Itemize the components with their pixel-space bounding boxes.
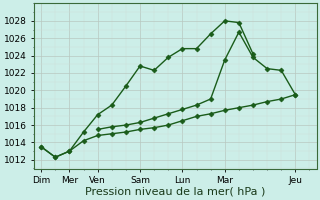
X-axis label: Pression niveau de la mer( hPa ): Pression niveau de la mer( hPa ): [85, 187, 266, 197]
